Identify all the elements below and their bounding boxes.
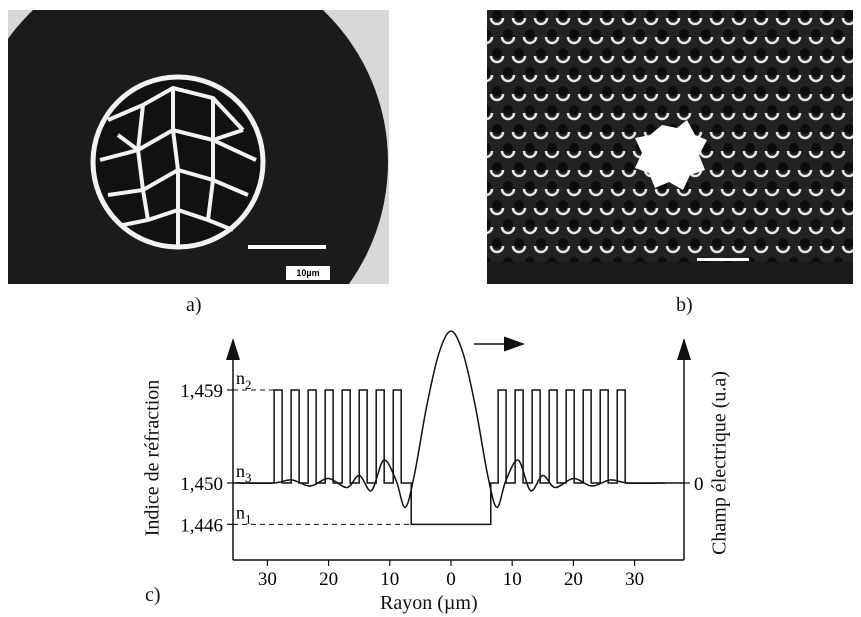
x-tick-label: 0 [446,569,456,590]
x-tick-label: 10 [380,569,399,590]
y-tick-label: 1,450 [180,474,223,495]
scale-bar-label: 10µm [286,266,330,280]
electric-field-line [236,330,666,509]
x-tick-label: 10 [503,569,522,590]
x-axis-label: Rayon (µm) [380,592,478,614]
x-tick-label: 30 [258,569,277,590]
level-label-n3: n3 [236,461,252,485]
index-profile-line [233,389,684,526]
y-axis-label-left: Indice de réfraction [141,379,164,537]
chart-marks: 30 20 10 0 10 20 30 1,459 1,450 1,446 0 n2 n3 n1 [180,330,704,590]
y-axis-label-right: Champ électrique (u.a) [708,371,731,555]
panel-b-label: b) [676,294,693,316]
panel-c-label: c) [145,584,161,606]
x-tick-label: 30 [625,569,644,590]
honeycomb-fiber-micrograph [8,10,389,284]
y-tick-label: 1,459 [180,381,223,402]
sem-image-b [487,10,853,284]
level-label-n1: n1 [236,502,252,526]
x-tick-label: 20 [564,569,583,590]
right-axis-arrow [677,338,691,360]
y-right-tick-label: 0 [694,474,704,495]
y-tick-label: 1,446 [180,515,223,536]
panel-a-label: a) [186,294,202,316]
x-tick-label: 20 [319,569,338,590]
level-label-n2: n2 [236,368,252,392]
photonic-crystal-micrograph [487,10,853,284]
sem-image-a: 10µm [8,10,389,284]
left-axis-arrow [226,338,240,360]
